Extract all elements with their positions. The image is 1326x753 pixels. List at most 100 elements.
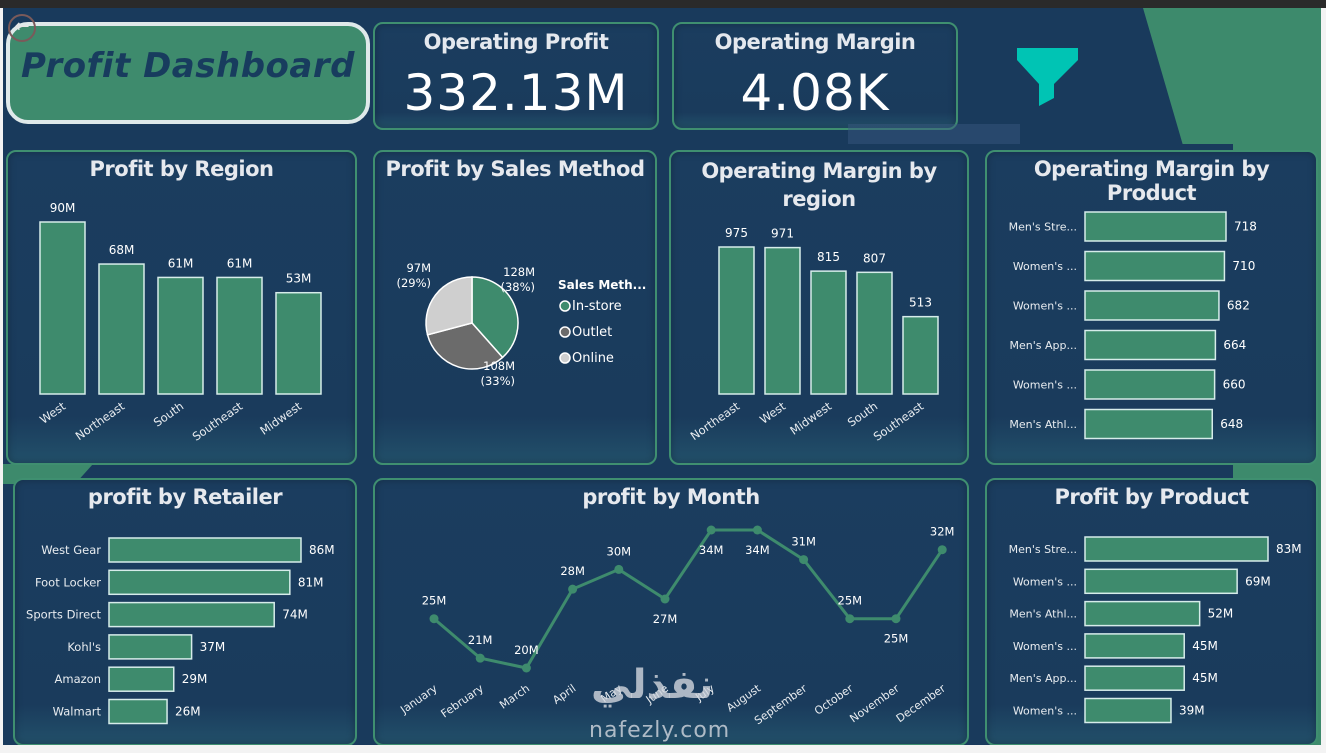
data-label: 108M — [483, 359, 515, 373]
data-point — [752, 525, 762, 535]
kpi-card-operating-profit: Operating Profit 332.13M — [373, 22, 659, 130]
data-label: 648 — [1220, 417, 1243, 431]
bar — [718, 246, 755, 395]
data-label: 97M — [406, 261, 431, 275]
category-label: Foot Locker — [35, 575, 101, 589]
bar — [216, 276, 263, 395]
legend-title: Sales Meth... — [558, 278, 646, 292]
kpi-value: 332.13M — [403, 64, 629, 122]
dashboard-title-card: Profit Dashboard — [6, 22, 370, 124]
chart-title: profit by Month — [582, 485, 760, 509]
chart-title: Operating Margin by region — [671, 157, 967, 213]
data-point — [845, 614, 855, 624]
category-label: Northeast — [688, 399, 743, 443]
data-label: 30M — [607, 544, 632, 558]
filter-button[interactable] — [1017, 48, 1079, 112]
category-label: Midwest — [787, 399, 834, 438]
data-label: 45M — [1192, 671, 1218, 685]
data-label: 34M — [699, 543, 724, 557]
data-label: 90M — [50, 201, 76, 215]
ghost-tooltip — [848, 124, 1020, 144]
bar — [810, 270, 847, 395]
category-label: Women's ... — [1013, 640, 1077, 653]
category-label: South — [845, 399, 880, 430]
pie-slice — [426, 322, 504, 370]
category-label: Women's ... — [1013, 705, 1077, 718]
category-label: February — [439, 682, 487, 721]
category-label: Kohl's — [67, 640, 101, 654]
category-label: Men's Athl... — [1009, 608, 1077, 621]
data-label: 39M — [1179, 704, 1205, 718]
bar — [98, 263, 145, 395]
category-label: Men's Stre... — [1009, 221, 1077, 234]
kpi-label: Operating Profit — [423, 30, 609, 54]
watermark-latin: nafezly.com — [589, 718, 731, 743]
data-label: 971 — [771, 227, 794, 241]
chart-title: Operating Margin by Product — [1033, 157, 1270, 205]
bottom-strip — [3, 745, 1321, 753]
category-label: Sports Direct — [26, 608, 101, 622]
category-label: Southeast — [871, 399, 927, 444]
legend-item: Outlet — [572, 325, 612, 340]
back-button[interactable]: ← — [8, 14, 36, 42]
category-label: Men's Athl... — [1009, 418, 1077, 431]
data-label: 61M — [168, 256, 194, 270]
data-point — [475, 653, 485, 663]
operating-margin-by-product-chart: Men's Stre... 718 Women's ... 710 Women's ..… — [1009, 211, 1257, 440]
data-point — [891, 614, 901, 624]
category-label: Women's ... — [1013, 300, 1077, 313]
category-label: Northeast — [73, 399, 128, 443]
data-label: 74M — [282, 608, 308, 622]
panel-profit-by-retailer: profit by Retailer West Gear 86M Foot Lock… — [13, 478, 357, 746]
panel-profit-by-region: Profit by Region 90M West 68M Northeast 61M S… — [6, 150, 357, 465]
data-label: (29%) — [396, 276, 431, 290]
data-label: 69M — [1245, 574, 1271, 588]
bar — [856, 271, 893, 395]
data-label: 53M — [286, 272, 312, 286]
data-point — [706, 525, 716, 535]
data-label: 710 — [1232, 259, 1255, 273]
data-label: 718 — [1234, 220, 1257, 234]
panel-profit-by-sales-method: Profit by Sales Method 128M (38%) 108M (33%… — [373, 150, 657, 465]
legend-marker-icon — [559, 352, 571, 364]
bar — [1084, 633, 1185, 659]
kpi-card-operating-margin: Operating Margin 4.08K — [672, 22, 958, 130]
data-label: 37M — [200, 640, 226, 654]
data-label: 664 — [1223, 338, 1246, 352]
operating-margin-by-region-chart: 975 Northeast 971 West 815 Midwest 807 South 513… — [688, 226, 939, 444]
bar — [108, 634, 193, 660]
bar — [1084, 697, 1172, 724]
data-label: 29M — [182, 672, 208, 686]
data-point — [568, 584, 578, 594]
data-point — [614, 564, 624, 574]
decorative-background-shape — [1143, 8, 1321, 144]
panel-operating-margin-by-region: Operating Margin by region 975 Northeast 9… — [669, 150, 969, 465]
kpi-value: 4.08K — [740, 64, 890, 122]
data-label: 86M — [309, 543, 335, 557]
bar — [902, 315, 939, 395]
bar — [1084, 536, 1269, 562]
data-point — [429, 614, 439, 624]
bar — [39, 221, 86, 395]
bar — [1084, 211, 1227, 242]
data-label: 25M — [884, 632, 909, 646]
category-label: West — [37, 399, 69, 427]
legend-marker-icon — [559, 300, 571, 312]
data-point — [660, 594, 670, 604]
data-label: 27M — [653, 612, 678, 626]
data-label: 682 — [1227, 299, 1250, 313]
data-label: 32M — [930, 525, 955, 539]
category-label: April — [550, 682, 578, 707]
profit-by-month-chart: 25M January 21M February 20M March 28M April 30M… — [397, 525, 955, 728]
category-label: Men's App... — [1010, 339, 1077, 352]
profit-by-product-chart: Men's Stre... 83M Women's ... 69M Men's Athl… — [1009, 536, 1302, 724]
pie-slice — [425, 276, 473, 336]
data-label: 52M — [1208, 607, 1234, 621]
category-label: Amazon — [55, 672, 101, 686]
legend-item: In-store — [572, 299, 622, 314]
series-line — [433, 528, 944, 670]
bar — [1084, 665, 1185, 691]
category-label: November — [847, 682, 902, 726]
bar — [1084, 600, 1201, 627]
panel-profit-by-month: profit by Month 25M January 21M February 20M… — [373, 478, 969, 746]
